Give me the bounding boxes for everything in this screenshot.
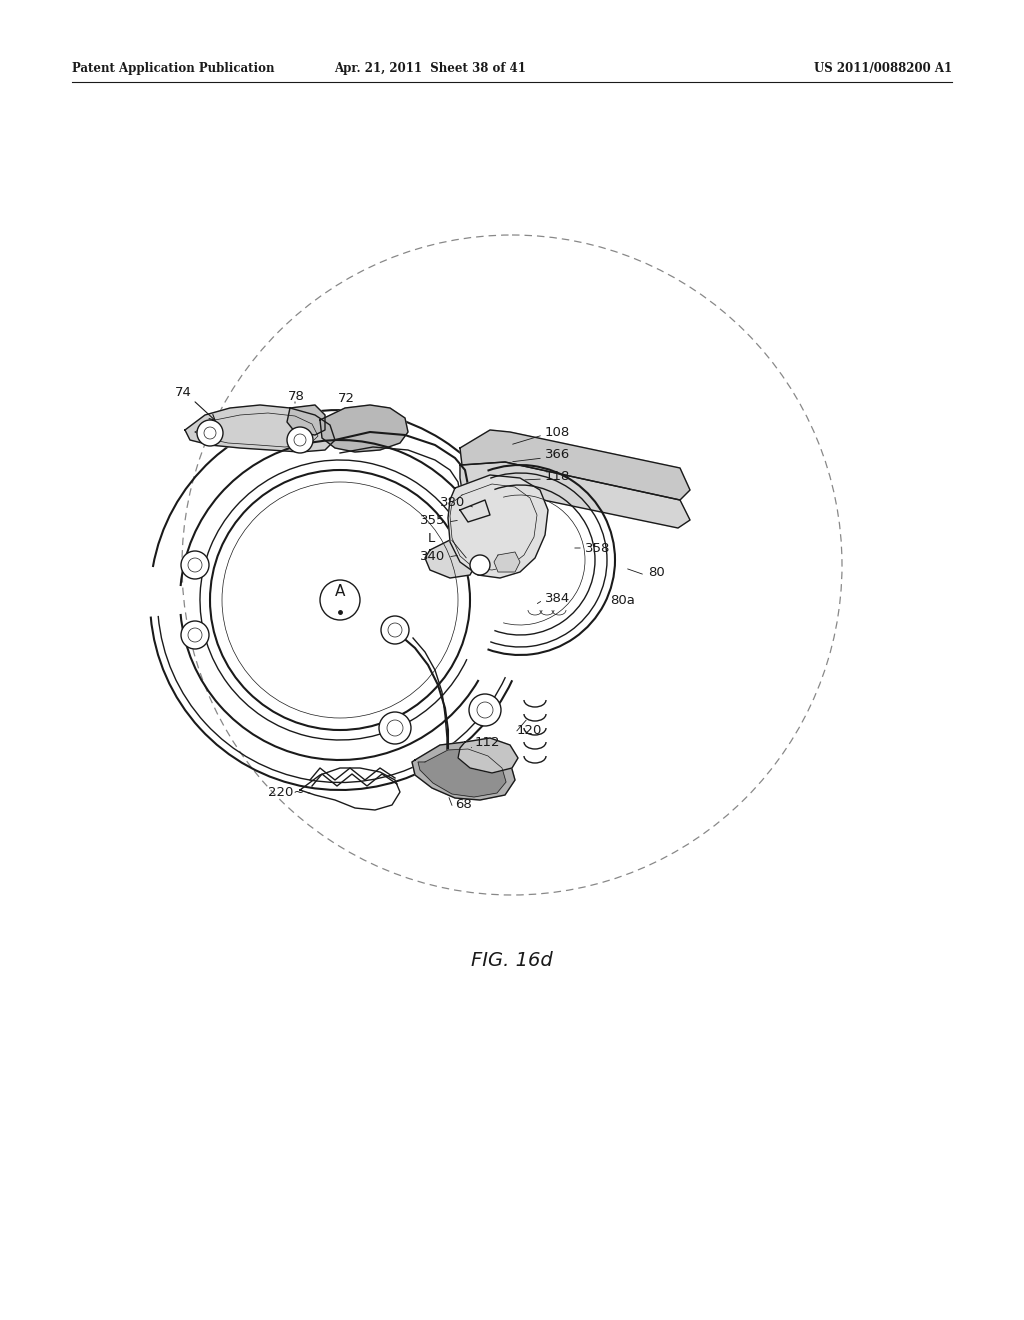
Text: A: A: [335, 585, 345, 599]
Text: 120: 120: [517, 723, 543, 737]
Text: 220~: 220~: [268, 787, 304, 800]
Text: 78: 78: [288, 389, 305, 403]
Text: 72: 72: [338, 392, 355, 404]
Polygon shape: [287, 405, 325, 436]
Circle shape: [197, 420, 223, 446]
Circle shape: [470, 554, 490, 576]
Circle shape: [379, 711, 411, 744]
Circle shape: [181, 550, 209, 579]
Text: 366: 366: [545, 449, 570, 462]
Polygon shape: [412, 742, 515, 800]
Text: 108: 108: [545, 425, 570, 438]
Text: FIG. 16d: FIG. 16d: [471, 950, 553, 969]
Polygon shape: [425, 540, 478, 578]
Polygon shape: [449, 475, 548, 578]
Text: US 2011/0088200 A1: US 2011/0088200 A1: [814, 62, 952, 75]
Circle shape: [287, 426, 313, 453]
Circle shape: [381, 616, 409, 644]
Polygon shape: [319, 405, 408, 451]
Circle shape: [210, 470, 470, 730]
Text: 80a: 80a: [610, 594, 635, 606]
Text: 118: 118: [545, 470, 570, 483]
Polygon shape: [460, 462, 690, 528]
Polygon shape: [418, 748, 506, 797]
Polygon shape: [458, 738, 518, 774]
Text: 358: 358: [585, 541, 610, 554]
Circle shape: [181, 620, 209, 649]
Text: 68: 68: [455, 799, 472, 812]
Text: 380: 380: [440, 495, 465, 508]
Polygon shape: [494, 552, 520, 572]
Text: Apr. 21, 2011  Sheet 38 of 41: Apr. 21, 2011 Sheet 38 of 41: [334, 62, 526, 75]
Text: 355: 355: [420, 513, 445, 527]
Text: 74: 74: [175, 385, 191, 399]
Circle shape: [319, 579, 360, 620]
Text: 112: 112: [475, 735, 501, 748]
Text: 80: 80: [648, 565, 665, 578]
Circle shape: [469, 694, 501, 726]
Text: 340: 340: [420, 550, 445, 564]
Polygon shape: [185, 405, 335, 451]
Text: 384: 384: [545, 591, 570, 605]
Polygon shape: [460, 430, 690, 500]
Text: Patent Application Publication: Patent Application Publication: [72, 62, 274, 75]
Text: L: L: [428, 532, 435, 544]
